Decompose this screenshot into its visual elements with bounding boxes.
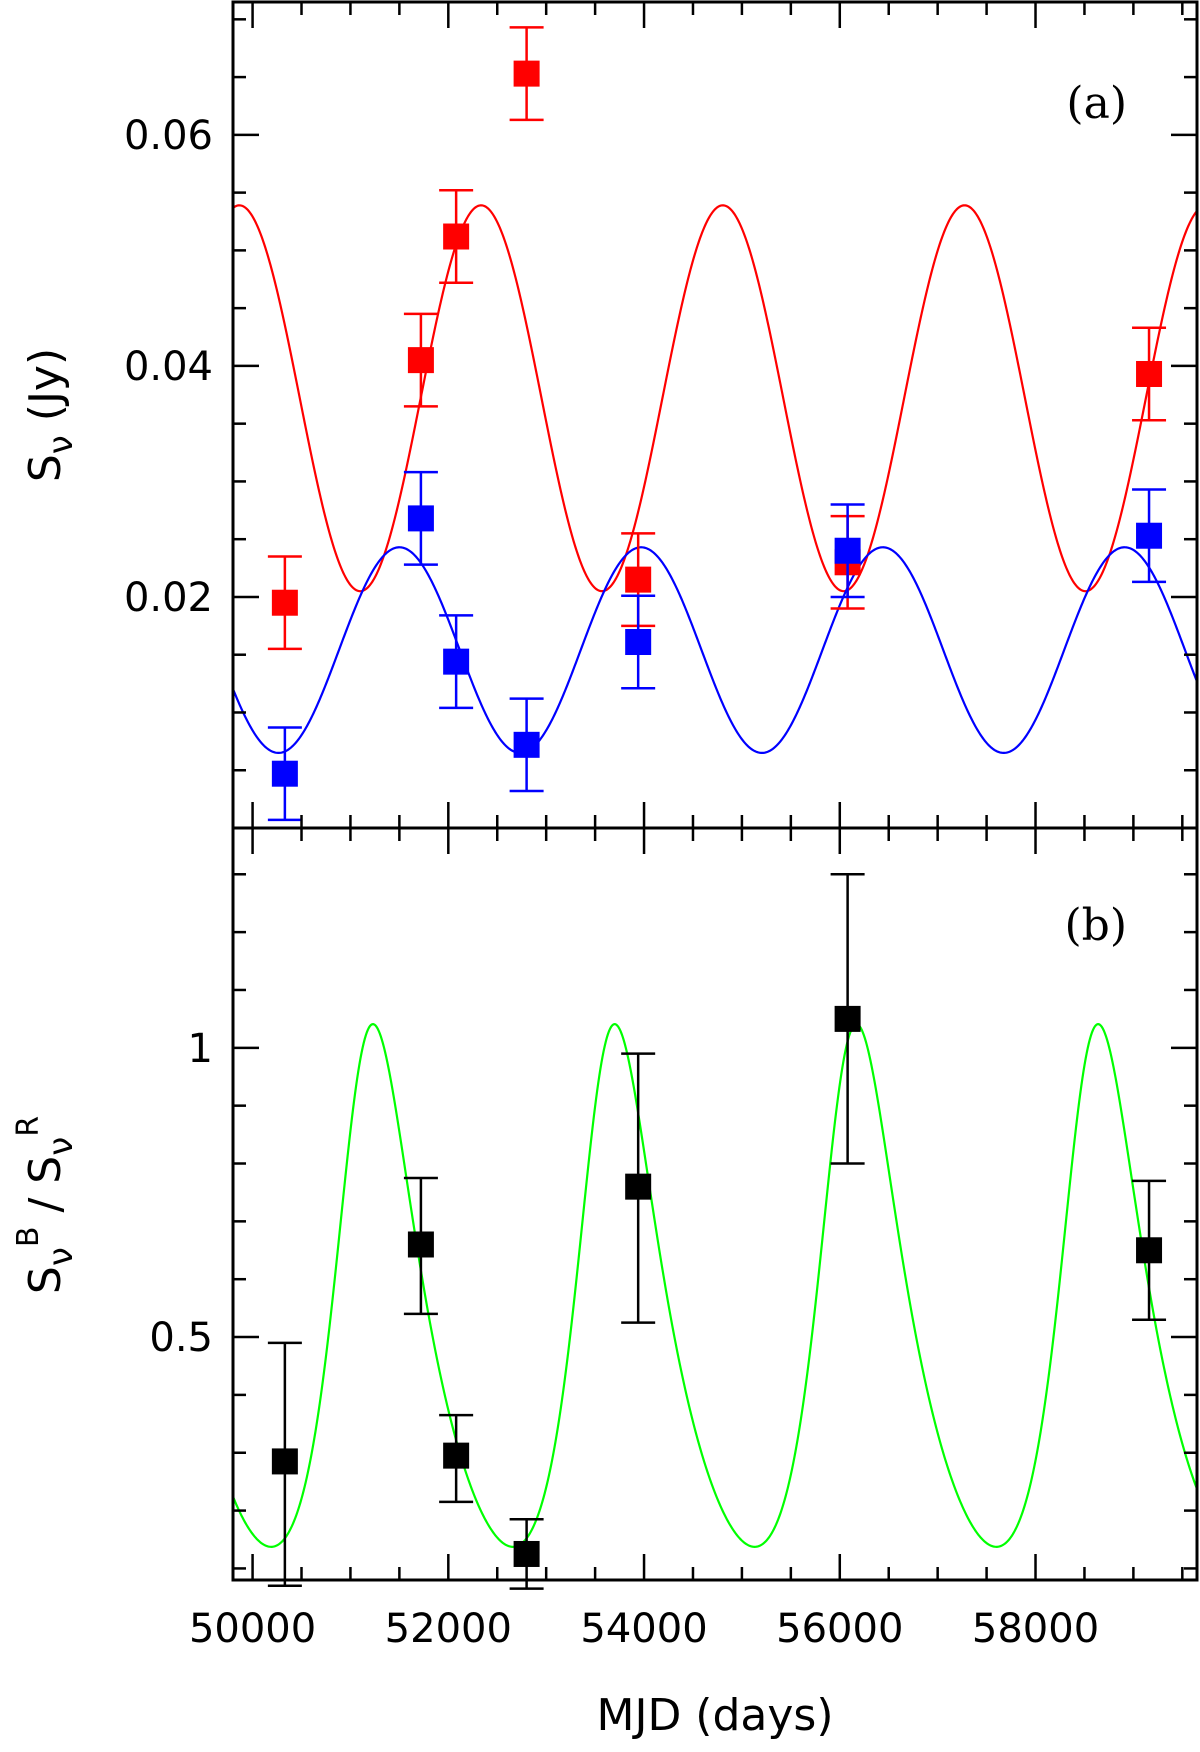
x-tick-label: 50000	[189, 1606, 316, 1652]
data-point	[271, 1448, 298, 1475]
red-model-curve	[233, 204, 1197, 593]
data-point	[1136, 1237, 1163, 1264]
y-tick-label: 0.02	[124, 575, 213, 621]
data-point	[834, 537, 861, 564]
ratio-model-curve	[233, 1022, 1197, 1548]
panel-a: 0.02 0.04 0.06 (a)	[124, 0, 1199, 830]
data-point	[443, 1442, 470, 1469]
x-tick-label: 52000	[385, 1606, 512, 1652]
data-point	[271, 760, 298, 787]
data-point	[407, 347, 434, 374]
panel-b-data-points	[267, 873, 1167, 1590]
data-point	[513, 60, 540, 87]
panel-a-frame	[231, 0, 1199, 830]
x-tick-label: 54000	[580, 1606, 707, 1652]
x-axis-label: MJD (days)	[597, 1690, 834, 1741]
panel-b-tick-labels: 0.5 1 50000 52000 54000 56000 58000	[149, 1026, 1099, 1652]
data-point	[625, 629, 652, 656]
data-point	[443, 223, 470, 250]
y-tick-label: 1	[188, 1026, 213, 1072]
data-point	[443, 648, 470, 675]
x-tick-label: 58000	[972, 1606, 1099, 1652]
data-point	[513, 731, 540, 758]
data-point	[271, 589, 298, 616]
panel-b-ticks	[233, 828, 1197, 1580]
data-point	[407, 1231, 434, 1258]
data-point	[1136, 360, 1163, 387]
panel-b-model-curve	[233, 1022, 1197, 1548]
x-tick-label: 56000	[776, 1606, 903, 1652]
panel-b: 0.5 1 50000 52000 54000 56000 58000 (b)	[149, 826, 1199, 1652]
data-point	[625, 1173, 652, 1200]
data-point	[1136, 522, 1163, 549]
blue-model-curve	[233, 546, 1197, 755]
panel-b-frame	[231, 826, 1199, 1582]
data-point	[834, 1005, 861, 1032]
panel-a-y-axis-label: Sν (Jy)	[20, 348, 81, 482]
data-point	[407, 505, 434, 532]
y-tick-label: 0.06	[124, 113, 213, 159]
y-tick-label: 0.04	[124, 344, 213, 390]
panel-b-label: (b)	[1065, 900, 1128, 951]
y-tick-label: 0.5	[149, 1315, 213, 1361]
panel-a-ticks	[233, 2, 1197, 830]
panel-a-label: (a)	[1066, 78, 1127, 129]
panel-b-y-axis-label: SνB / SνR	[11, 1116, 81, 1294]
panel-a-model-curves	[233, 204, 1197, 755]
data-point	[513, 1540, 540, 1567]
data-point	[625, 566, 652, 593]
panel-a-tick-labels: 0.02 0.04 0.06	[124, 113, 213, 621]
panel-a-data-points	[267, 26, 1167, 822]
